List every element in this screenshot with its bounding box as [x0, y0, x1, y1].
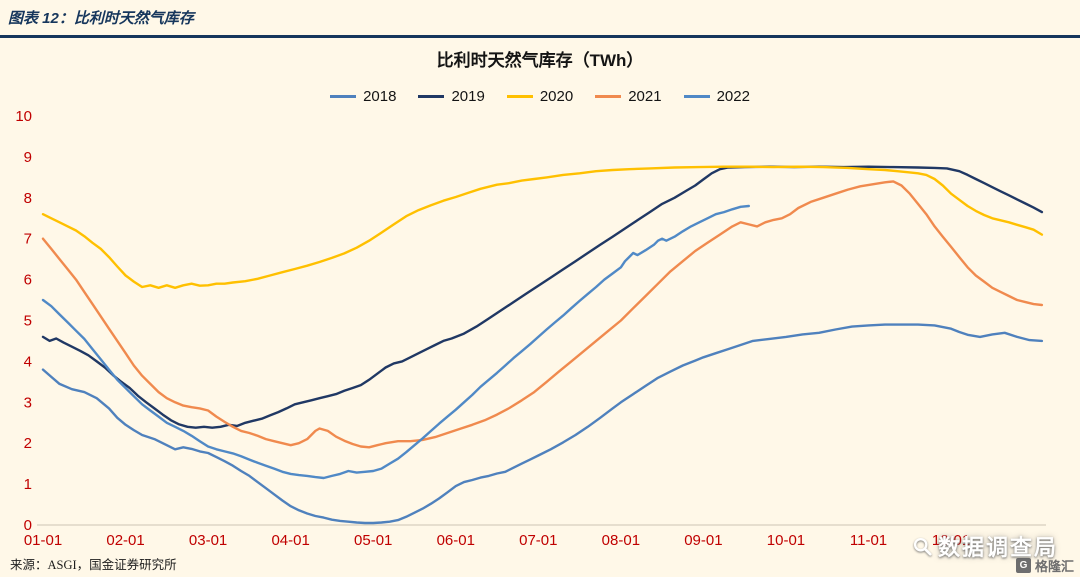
- x-tick-label: 04-01: [271, 532, 309, 549]
- x-tick-label: 07-01: [519, 532, 557, 549]
- gelonghui-logo-text: 格隆汇: [1034, 559, 1074, 574]
- x-tick-label: 06-01: [437, 532, 475, 549]
- legend-label-2018: 2018: [363, 88, 397, 105]
- x-tick-label: 11-01: [850, 532, 887, 549]
- y-tick-label: 8: [24, 190, 32, 207]
- x-tick-label: 05-01: [354, 532, 392, 549]
- x-tick-label: 01-01: [24, 532, 62, 549]
- y-tick-label: 1: [24, 476, 32, 493]
- series-2019-line: [41, 165, 1044, 429]
- watermark: 数据调查局: [912, 530, 1058, 562]
- line-chart: 0 1 2 3 4 5 6 7 8 9 10 01-01 02-01 03-01 04-01 05-01 06-…: [15, 108, 1046, 549]
- y-tick-label: 6: [24, 272, 32, 289]
- x-tick-label: 03-01: [189, 532, 227, 549]
- chart-title: 比利时天然气库存（TWh）: [436, 51, 644, 70]
- legend-item-2020: 2020: [506, 88, 574, 105]
- y-tick-label: 4: [24, 353, 32, 370]
- y-tick-label: 2: [24, 435, 32, 452]
- legend-marker-2019: [418, 95, 445, 98]
- figure-caption: 图表 12：比利时天然气库存: [8, 10, 194, 27]
- legend-label-2020: 2020: [539, 88, 574, 105]
- legend-item-2021: 2021: [595, 88, 662, 105]
- figure-header: 图表 12：比利时天然气库存: [0, 5, 1080, 38]
- legend-label-2019: 2019: [451, 88, 485, 105]
- legend-marker-2022: [683, 95, 710, 98]
- source-note: 来源：ASGI，国金证券研究所: [10, 558, 177, 572]
- y-tick-label: 9: [24, 149, 32, 166]
- series-2021-line: [41, 180, 1044, 449]
- x-tick-label: 10-01: [767, 532, 805, 549]
- x-tick-label: 08-01: [602, 532, 640, 549]
- series-2018-line: [41, 323, 1044, 525]
- gelonghui-logo: G 格隆汇: [1015, 556, 1074, 575]
- gelonghui-icon: G: [1015, 558, 1031, 573]
- legend-label-2022: 2022: [716, 88, 750, 105]
- watermark-text: 数据调查局: [937, 535, 1058, 560]
- x-tick-label: 12-01: [932, 532, 970, 549]
- legend-item-2019: 2019: [418, 88, 485, 105]
- legend-marker-2021: [595, 95, 622, 98]
- y-tick-label: 3: [24, 394, 32, 411]
- legend-marker-2018: [330, 95, 357, 98]
- legend-item-2022: 2022: [683, 88, 750, 105]
- y-tick-label: 5: [24, 313, 32, 330]
- x-tick-label: 02-01: [106, 532, 144, 549]
- x-tick-label: 09-01: [684, 532, 722, 549]
- series-2022-line: [41, 204, 750, 480]
- y-tick-label: 7: [24, 231, 32, 248]
- y-tick-label: 10: [15, 108, 32, 125]
- series-2020-line: [41, 165, 1044, 290]
- legend-marker-2020: [506, 95, 533, 98]
- legend-label-2021: 2021: [628, 88, 662, 105]
- chart-legend: 2018 2019 2020 2021 2022: [0, 88, 1080, 105]
- legend-item-2018: 2018: [330, 88, 396, 105]
- magnifier-icon: [913, 537, 932, 556]
- y-tick-label: 0: [24, 517, 32, 534]
